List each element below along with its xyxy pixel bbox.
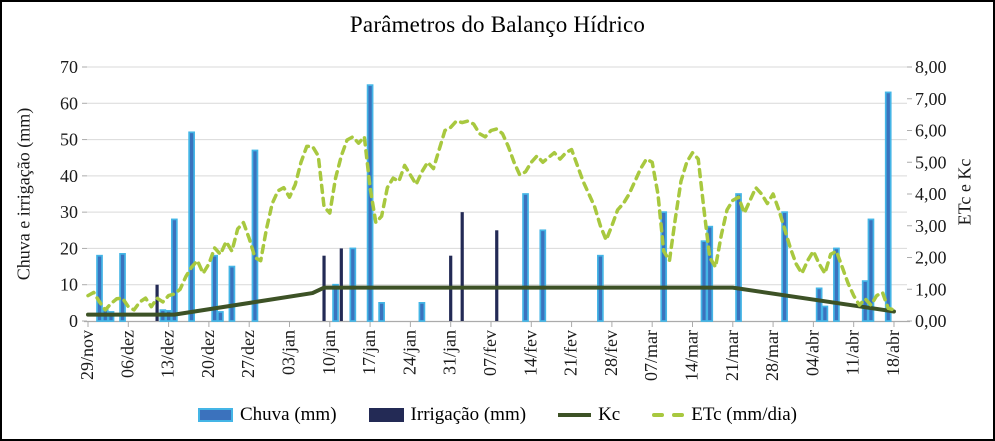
x-tick-label: 14/fev	[520, 330, 540, 376]
irrigacao-bar	[495, 230, 499, 321]
x-tick-label: 13/dez	[158, 330, 178, 378]
right-axis-tick-label: 3,00	[915, 216, 947, 236]
chuva-bar	[821, 305, 829, 322]
etc-dash-swatch-icon	[652, 413, 685, 417]
right-axis-tick-label: 0,00	[915, 311, 947, 331]
chuva-bar	[171, 218, 178, 322]
x-tick-label: 17/jan	[359, 330, 379, 375]
chuva-bar	[119, 253, 126, 322]
left-axis-tick-label: 50	[60, 130, 78, 150]
left-axis-tick-label: 10	[60, 275, 78, 295]
x-tick-label: 28/fev	[601, 330, 621, 376]
x-tick-label: 21/mar	[722, 330, 742, 381]
chuva-bar	[815, 287, 823, 322]
chuva-bar	[228, 265, 236, 322]
right-axis-tick-label: 8,00	[915, 57, 947, 77]
legend-item-chuva: Chuva (mm)	[197, 404, 337, 426]
legend-item-kc: Kc	[558, 404, 620, 426]
legend-label: Chuva (mm)	[239, 404, 337, 425]
x-tick-label: 11/abr	[843, 330, 863, 375]
x-tick-label: 31/jan	[440, 330, 460, 375]
legend-item-irrigacao: Irrigação (mm)	[368, 404, 527, 426]
chart-title: Parâmetros do Balanço Hídrico	[349, 12, 646, 37]
legend-label: ETc (mm/dia)	[691, 404, 798, 425]
chuva-bar	[332, 283, 339, 322]
x-tick-label: 06/dez	[117, 330, 137, 378]
chuva-bar	[217, 311, 224, 322]
etc-line	[86, 119, 896, 312]
chuva-bar	[884, 91, 892, 322]
chuva-bar	[96, 254, 103, 322]
x-tick-label: 07/fev	[480, 330, 500, 376]
chuva-bar	[706, 225, 714, 322]
x-tick-label: 24/jan	[399, 330, 419, 375]
right-axis-tick-label: 2,00	[915, 248, 947, 268]
x-tick-label: 03/jan	[278, 330, 298, 375]
left-axis-tick-label: 0	[69, 311, 78, 331]
chuva-bar	[522, 193, 529, 322]
chuva-bar	[833, 247, 840, 322]
chuva-swatch-icon	[197, 408, 233, 422]
chuva-bar	[188, 131, 195, 322]
chuva-bar	[660, 211, 668, 322]
x-tick-label: 20/dez	[198, 330, 218, 378]
chuva-bar	[735, 193, 742, 322]
chuva-bar	[781, 211, 788, 322]
chuva-bar	[418, 302, 426, 322]
x-tick-label: 14/mar	[681, 330, 701, 381]
kc-line	[86, 285, 896, 317]
chart-legend: Chuva (mm) Irrigação (mm) Kc ETc (mm/dia)	[2, 400, 993, 430]
irrigacao-bar	[339, 248, 343, 321]
right-axis-tick-label: 5,00	[915, 152, 947, 172]
legend-label: Irrigação (mm)	[410, 404, 527, 425]
left-axis-tick-label: 20	[60, 238, 78, 258]
legend-item-etc: ETc (mm/dia)	[652, 404, 797, 426]
x-tick-label: 07/mar	[641, 330, 661, 381]
right-axis-tick-label: 6,00	[915, 121, 947, 141]
irrigacao-bar	[155, 284, 159, 321]
chuva-bar	[378, 302, 385, 322]
irrigacao-bar	[460, 212, 464, 321]
chuva-bar	[867, 218, 875, 322]
x-tick-label: 28/mar	[762, 330, 782, 381]
right-axis-tick-label: 4,00	[915, 184, 947, 204]
kc-line-swatch-icon	[558, 413, 592, 417]
x-tick-label: 18/abr	[883, 330, 903, 376]
x-tick-label: 10/jan	[319, 330, 339, 375]
left-axis-tick-label: 30	[60, 202, 78, 222]
right-axis-tick-label: 7,00	[915, 89, 947, 109]
irrigacao-swatch-icon	[368, 408, 404, 422]
chuva-bar	[700, 240, 708, 322]
x-tick-label: 29/nov	[77, 330, 97, 380]
left-axis-tick-label: 70	[60, 57, 78, 77]
left-axis-tick-label: 40	[60, 166, 78, 186]
legend-label: Kc	[598, 404, 621, 425]
chuva-bar	[349, 247, 357, 322]
x-tick-label: 04/abr	[802, 330, 822, 376]
x-tick-label: 27/dez	[238, 330, 258, 378]
chuva-bar	[251, 149, 259, 322]
left-axis-tick-label: 60	[60, 93, 78, 113]
x-tick-label: 21/fev	[561, 330, 581, 376]
chuva-bar	[539, 229, 547, 322]
right-axis-tick-label: 1,00	[915, 279, 947, 299]
chuva-bar	[211, 254, 219, 322]
